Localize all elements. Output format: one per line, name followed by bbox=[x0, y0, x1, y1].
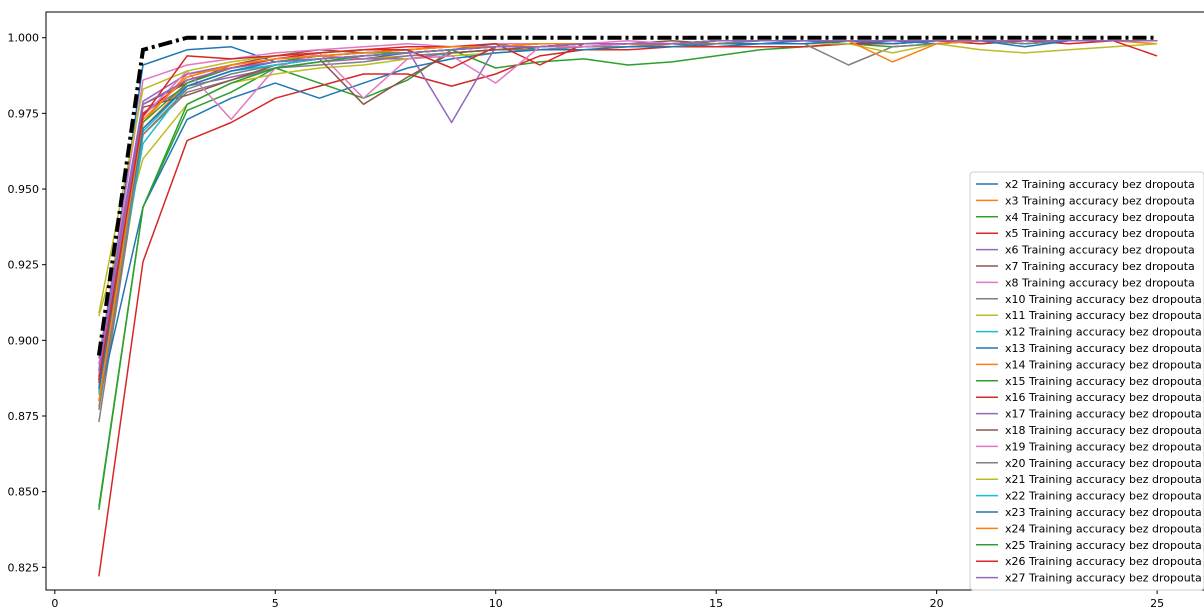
legend-label: x25 Training accuracy bez dropouta bbox=[1005, 539, 1202, 552]
legend-label: x24 Training accuracy bez dropouta bbox=[1005, 522, 1202, 535]
x-tick-label: 0 bbox=[51, 597, 58, 608]
legend-label: x14 Training accuracy bez dropouta bbox=[1005, 358, 1202, 371]
y-axis-ticks: 0.825 0.850 0.875 0.900 0.925 0.950 0.975 1.000 bbox=[8, 32, 46, 574]
x-axis-ticks: 0 5 10 15 20 25 bbox=[51, 590, 1164, 608]
legend-label: x21 Training accuracy bez dropouta bbox=[1005, 473, 1202, 486]
legend-label: x6 Training accuracy bez dropouta bbox=[1005, 244, 1195, 257]
x-tick-label: 25 bbox=[1150, 597, 1164, 608]
series-line-24 bbox=[98, 39, 1158, 371]
legend-label: x20 Training accuracy bez dropouta bbox=[1005, 457, 1202, 470]
y-tick-label: 0.950 bbox=[8, 183, 40, 196]
legend-label: x19 Training accuracy bez dropouta bbox=[1005, 440, 1202, 453]
legend-label: x7 Training accuracy bez dropouta bbox=[1005, 260, 1195, 273]
plot-frame bbox=[45, 11, 1204, 591]
legend-label: x3 Training accuracy bez dropouta bbox=[1005, 194, 1195, 207]
legend-label: x10 Training accuracy bez dropouta bbox=[1005, 293, 1202, 306]
legend-label: x2 Training accuracy bez dropouta bbox=[1005, 178, 1195, 191]
legend-label: x23 Training accuracy bez dropouta bbox=[1005, 506, 1202, 519]
x-tick-label: 10 bbox=[489, 597, 503, 608]
max-line-path bbox=[96, 35, 1158, 356]
legend-label: x27 Training accuracy bez dropouta bbox=[1005, 572, 1202, 585]
y-tick-label: 0.875 bbox=[8, 410, 40, 423]
legend-label: x16 Training accuracy bez dropouta bbox=[1005, 391, 1202, 404]
y-tick-label: 0.900 bbox=[8, 334, 40, 347]
legend-label: x8 Training accuracy bez dropouta bbox=[1005, 276, 1195, 289]
series-lines bbox=[98, 39, 1158, 577]
legend-label: x26 Training accuracy bez dropouta bbox=[1005, 555, 1202, 568]
series-line-3 bbox=[98, 39, 1158, 577]
legend-label: x11 Training accuracy bez dropouta bbox=[1005, 309, 1202, 322]
legend-label: x18 Training accuracy bez dropouta bbox=[1005, 424, 1202, 437]
y-tick-label: 0.825 bbox=[8, 561, 40, 574]
y-tick-label: 1.000 bbox=[8, 32, 40, 45]
legend-label: x4 Training accuracy bez dropouta bbox=[1005, 211, 1195, 224]
legend-label: x13 Training accuracy bez dropouta bbox=[1005, 342, 1202, 355]
legend-box bbox=[969, 171, 1204, 591]
x-tick-label: 15 bbox=[709, 597, 723, 608]
legend-label: x22 Training accuracy bez dropouta bbox=[1005, 490, 1202, 503]
x-tick-label: 5 bbox=[272, 597, 279, 608]
legend-label: x12 Training accuracy bez dropouta bbox=[1005, 326, 1202, 339]
legend-label: x15 Training accuracy bez dropouta bbox=[1005, 375, 1202, 388]
y-tick-label: 0.925 bbox=[8, 259, 40, 272]
y-tick-label: 0.975 bbox=[8, 107, 40, 120]
max-accuracy-line bbox=[96, 35, 1158, 356]
legend-label: x17 Training accuracy bez dropouta bbox=[1005, 408, 1202, 421]
legend-label: x5 Training accuracy bez dropouta bbox=[1005, 227, 1195, 240]
legend: x2 Training accuracy bez dropouta x3 Trai… bbox=[969, 171, 1204, 591]
y-tick-label: 0.850 bbox=[8, 486, 40, 499]
x-tick-label: 20 bbox=[930, 597, 944, 608]
